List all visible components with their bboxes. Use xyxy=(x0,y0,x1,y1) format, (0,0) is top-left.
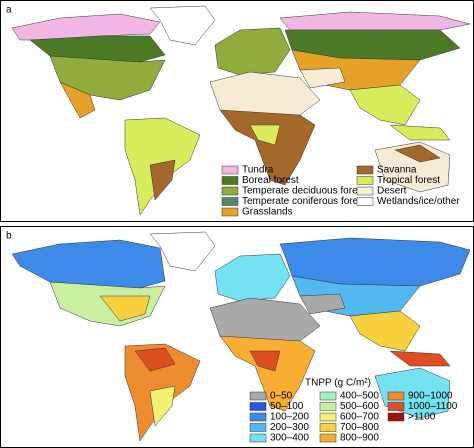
legend-swatch xyxy=(221,176,239,185)
legend-swatch xyxy=(221,165,239,175)
legend-swatch xyxy=(356,186,374,196)
legend-label: Desert xyxy=(377,186,407,197)
legend-label: Boreal forest xyxy=(242,175,299,186)
legend-label: Grasslands xyxy=(242,207,293,218)
europe xyxy=(214,253,291,302)
legend-swatch xyxy=(249,423,267,432)
amazon xyxy=(134,347,176,372)
legend-swatch xyxy=(221,197,239,206)
legend-swatch xyxy=(356,165,374,175)
south-america-south xyxy=(149,385,176,427)
legend-swatch xyxy=(221,207,239,217)
north-america-east xyxy=(99,295,151,322)
africa-savanna xyxy=(219,109,316,186)
desert-asia xyxy=(299,67,346,89)
legend-swatch xyxy=(249,433,267,443)
legend-swatch xyxy=(387,412,405,422)
legend-swatch xyxy=(319,402,337,411)
legend-label: 200–300 xyxy=(270,422,309,433)
legend-label: 100–200 xyxy=(270,412,309,423)
legend-label: 700–800 xyxy=(340,422,379,433)
legend-swatch xyxy=(249,402,267,411)
legend-label: >1100 xyxy=(408,412,436,423)
australia-savanna xyxy=(394,144,441,163)
legend-label: Wetlands/ice/other xyxy=(377,196,460,207)
europe xyxy=(214,27,291,76)
legend-title: TNPP (g C/m²) xyxy=(305,378,371,389)
legend-label: 900–1000 xyxy=(408,391,453,402)
indonesia xyxy=(389,124,451,141)
legend-label: 800–900 xyxy=(340,433,379,444)
legend-label: 0–50 xyxy=(270,391,293,402)
legend-swatch xyxy=(356,197,374,206)
desert-asia xyxy=(299,293,346,315)
africa xyxy=(219,335,316,412)
legend-label: Temperate coniferous forest xyxy=(242,196,366,207)
grassland-north-america xyxy=(59,81,96,119)
legend-swatch xyxy=(319,423,337,432)
legend-label: 500–600 xyxy=(340,401,379,412)
south-asia xyxy=(349,84,421,126)
africa-tropical xyxy=(249,124,281,146)
legend-swatch xyxy=(387,391,405,401)
legend-swatch xyxy=(356,176,374,185)
siberia xyxy=(279,237,471,287)
indonesia xyxy=(389,350,451,367)
savanna-south-america xyxy=(149,159,176,201)
legend-label: 1000–1100 xyxy=(408,401,458,412)
greenland xyxy=(149,5,216,46)
legend-swatch xyxy=(221,186,239,196)
legend-label: 400–500 xyxy=(340,391,379,402)
legend-label: 300–400 xyxy=(270,433,309,444)
panel-label: a xyxy=(6,5,12,16)
panel-label: b xyxy=(6,231,12,242)
congo xyxy=(249,350,281,372)
legend-swatch xyxy=(319,412,337,422)
legend-swatch xyxy=(249,412,267,422)
legend-swatch xyxy=(249,391,267,401)
legend-swatch xyxy=(319,433,337,443)
south-asia xyxy=(349,310,421,352)
legend: TNPP (g C/m²) 0–5050–100100–200200–300300… xyxy=(249,378,458,444)
north-america-north xyxy=(11,239,166,289)
panel-b: b TNPP (g C/m²) 0–5050–100100–200200–3003… xyxy=(0,226,474,448)
legend-label: 50–100 xyxy=(270,401,304,412)
legend-label: Tundra xyxy=(242,165,274,176)
legend-label: Temperate deciduous forest xyxy=(242,186,366,197)
legend-swatch xyxy=(319,391,337,401)
legend-label: Savanna xyxy=(377,165,417,176)
greenland xyxy=(149,231,216,272)
legend-label: Tropical forest xyxy=(377,175,440,186)
legend-swatch xyxy=(387,402,405,411)
legend-label: 600–700 xyxy=(340,412,379,423)
